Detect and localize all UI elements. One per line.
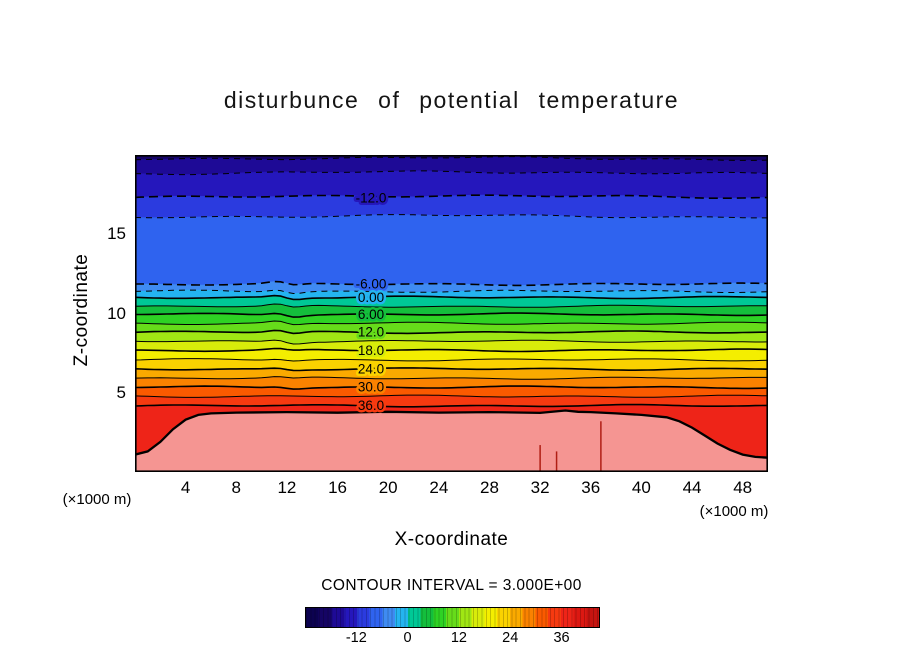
- x-axis-label: X-coordinate: [394, 529, 509, 550]
- contour-line-label: 6.00: [358, 307, 384, 322]
- contour-line-label: 24.0: [358, 361, 384, 376]
- contour-line: [135, 329, 768, 335]
- x-tick-label: 16: [328, 478, 348, 497]
- contour-line-39: [135, 409, 768, 459]
- contour-line: [135, 280, 768, 287]
- contour-line: [135, 320, 768, 326]
- contour-fill-band: [135, 170, 768, 199]
- x-tick-label: 36: [581, 478, 601, 497]
- contour-line: [135, 339, 768, 345]
- contour-line-label: -6.00: [356, 277, 387, 292]
- y-tick-label: 15: [107, 224, 126, 244]
- contour-line: [135, 303, 768, 308]
- contour-line-label: 18.0: [358, 343, 384, 358]
- x-tick-label: 28: [480, 478, 499, 497]
- y-tick-label: 5: [116, 382, 126, 402]
- x-tick-label: 40: [631, 478, 651, 497]
- contour-plot: -12.0 -6.000.00 6.00 12.0 18.0 24.0 30.0 36.0: [135, 155, 768, 472]
- colorbar: [305, 607, 600, 628]
- plot-frame: [135, 155, 768, 472]
- colorbar-tick-label: 0: [403, 630, 412, 646]
- colorbar-tick-label: 12: [450, 630, 467, 646]
- contour-line: [135, 294, 768, 301]
- chart-title: disturbunce of potential temperature: [223, 87, 680, 113]
- contour-line: [135, 385, 768, 390]
- x-tick-label: 44: [682, 478, 702, 497]
- x-axis-unit: (×1000 m): [699, 503, 769, 520]
- x-tick-label: 48: [733, 478, 753, 497]
- contour-line: [135, 312, 768, 318]
- contour-line: [135, 367, 768, 372]
- contour-line: [135, 376, 768, 380]
- colorbar-tick-label: 36: [553, 630, 570, 646]
- x-tick-label: 4: [180, 478, 191, 497]
- contour-line: [135, 289, 768, 295]
- y-tick-label: 10: [107, 303, 126, 323]
- contour-line-label: 12.0: [358, 325, 384, 340]
- contour-fill-band: [135, 194, 768, 219]
- contour-fill-band: [135, 214, 768, 286]
- x-tick-label: 20: [378, 478, 398, 497]
- x-tick-label: 12: [277, 478, 297, 497]
- contour-line: [135, 347, 768, 353]
- plot-content: -12.0 -6.000.00 6.00 12.0 18.0 24.0 30.0 36.0: [135, 155, 768, 472]
- colorbar-tick-label: -12: [345, 630, 367, 646]
- x-tick-label: 32: [530, 478, 550, 497]
- colorbar-tick-label: 24: [502, 630, 519, 646]
- contour-line-label: 0.00: [358, 290, 384, 305]
- x-tick-label: 8: [231, 478, 241, 497]
- y-axis-unit: (×1000 m): [62, 491, 132, 508]
- contour-line: [135, 194, 768, 199]
- contour-line-label: 36.0: [358, 398, 384, 413]
- contour-interval-text: CONTOUR INTERVAL = 3.000E+00: [321, 577, 582, 594]
- x-tick-label: 24: [429, 478, 449, 497]
- contour-line: [135, 358, 768, 362]
- contour-line: [135, 394, 768, 398]
- contour-line: [135, 403, 768, 408]
- contour-line-label: 30.0: [358, 380, 384, 395]
- contour-line-label: -12.0: [356, 190, 387, 205]
